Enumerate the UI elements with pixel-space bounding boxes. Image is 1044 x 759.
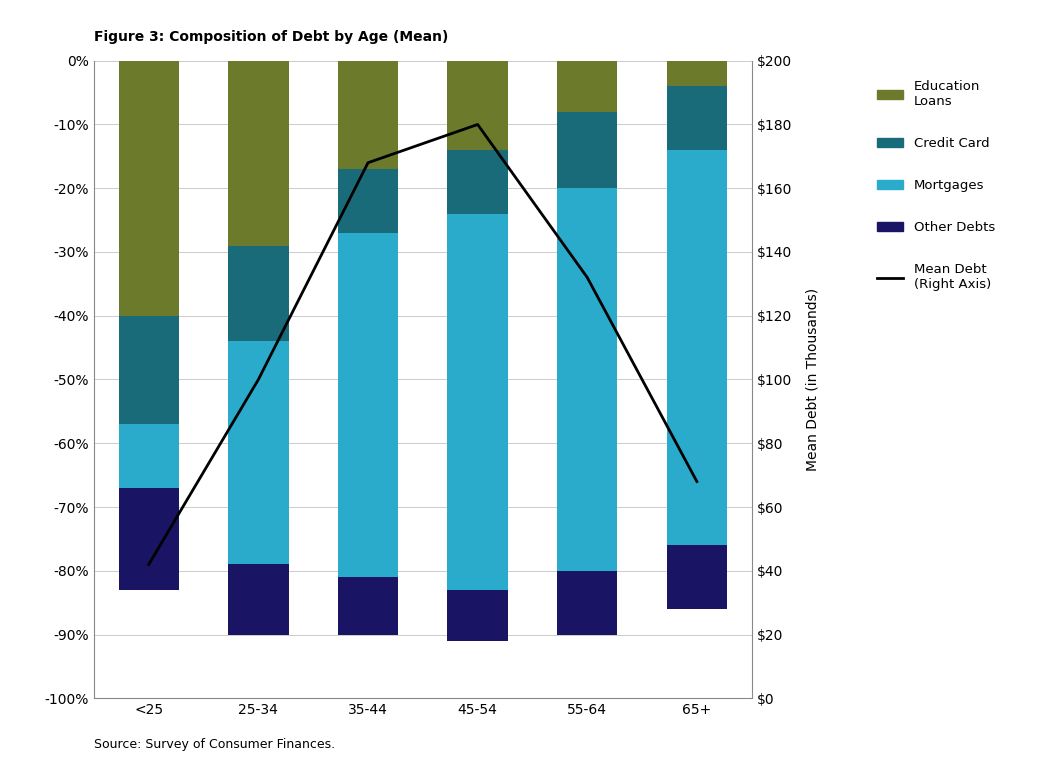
Bar [667,61,727,87]
Bar [119,488,179,590]
Bar [229,61,288,246]
Bar [557,571,617,635]
Bar [667,545,727,609]
Bar [338,233,398,577]
Text: Source: Survey of Consumer Finances.: Source: Survey of Consumer Finances. [94,738,335,751]
Legend: Education
Loans, Credit Card, Mortgages, Other Debts, Mean Debt
(Right Axis): Education Loans, Credit Card, Mortgages,… [877,80,995,291]
Bar [557,112,617,188]
Bar [119,316,179,424]
Bar [338,61,398,169]
Bar [119,424,179,488]
Bar [667,150,727,545]
Bar [448,150,507,214]
Bar [229,246,288,342]
Y-axis label: Mean Debt (in Thousands): Mean Debt (in Thousands) [806,288,820,471]
Bar [338,169,398,233]
Bar [119,61,179,316]
Bar [338,577,398,635]
Bar [229,342,288,565]
Bar [448,214,507,590]
Bar [448,61,507,150]
Bar [229,565,288,635]
Bar [557,188,617,571]
Bar [557,61,617,112]
Bar [448,590,507,641]
Bar [667,87,727,150]
Text: Figure 3: Composition of Debt by Age (Mean): Figure 3: Composition of Debt by Age (Me… [94,30,448,44]
